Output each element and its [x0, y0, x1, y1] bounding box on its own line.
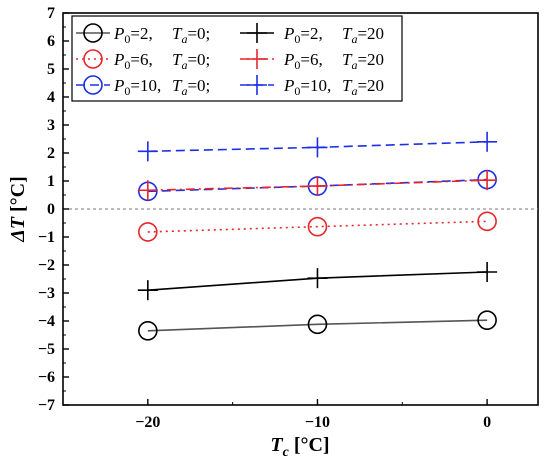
legend-p-sub: 0 [124, 84, 130, 98]
legend-entry: P0=10, Ta=20 [240, 75, 384, 98]
legend-p-value: =10, [130, 76, 161, 95]
legend-t: T [342, 50, 353, 69]
legend-marker [247, 23, 267, 43]
legend-p: P [283, 76, 294, 95]
y-tick-label: 0 [47, 201, 55, 218]
data-point [137, 141, 158, 162]
x-axis-label: Tc [°C] [270, 434, 329, 460]
legend-p-value: =2, [130, 24, 152, 43]
y-tick-label: −3 [38, 285, 55, 302]
legend: P0=2, Ta=0;P0=6, Ta=0;P0=10, Ta=0;P0=2, Ta=2… [71, 15, 403, 102]
data-point [138, 320, 158, 341]
legend-entry: P0=2, Ta=20 [240, 23, 384, 46]
legend-box [71, 15, 403, 102]
series-layer [137, 131, 498, 341]
data-point [477, 131, 498, 152]
legend-entry: P0=2, Ta=0; [76, 23, 210, 46]
legend-label: P0=10, Ta=20 [283, 76, 384, 98]
legend-t-value: =0; [187, 76, 210, 95]
legend-t-sub: a [181, 32, 187, 46]
legend-label: P0=6, Ta=0; [113, 50, 210, 72]
x-tick-label: −10 [305, 414, 330, 431]
legend-marker [83, 23, 103, 43]
data-point [307, 137, 328, 158]
legend-t-value: =0; [187, 24, 210, 43]
legend-p-value: =6, [130, 50, 152, 69]
y-tick-label: −7 [38, 397, 55, 414]
legend-p-sub: 0 [294, 84, 300, 98]
legend-entry: P0=6, Ta=20 [240, 49, 384, 72]
y-tick-label: −4 [38, 313, 55, 330]
y-tick-label: −5 [38, 341, 55, 358]
y-axis-label: ΔT [°C] [7, 176, 29, 243]
legend-label: P0=2, Ta=0; [113, 24, 210, 46]
legend-p: P [113, 76, 124, 95]
data-point [477, 262, 498, 282]
legend-t-value: =0; [187, 50, 210, 69]
legend-p-sub: 0 [294, 58, 300, 72]
x-tick-label: −20 [135, 414, 160, 431]
y-tick-label: 2 [47, 145, 55, 162]
legend-p-sub: 0 [124, 58, 130, 72]
y-tick-label: 1 [47, 173, 55, 190]
legend-t: T [342, 76, 353, 95]
legend-p: P [283, 50, 294, 69]
legend-p-sub: 0 [294, 32, 300, 46]
data-point [307, 216, 328, 237]
x-tick-label: 0 [483, 414, 491, 431]
legend-label: P0=2, Ta=20 [283, 24, 384, 46]
data-point [477, 170, 498, 191]
data-point [137, 180, 158, 201]
y-tick-label: 6 [47, 33, 55, 50]
legend-t-sub: a [351, 84, 357, 98]
legend-marker [247, 75, 267, 95]
legend-p-sub: 0 [124, 32, 130, 46]
y-tick-label: 4 [47, 89, 55, 106]
legend-marker [247, 49, 267, 69]
legend-marker [83, 49, 103, 69]
legend-p-value: =6, [300, 50, 322, 69]
data-point [138, 222, 158, 242]
legend-label: P0=6, Ta=20 [283, 50, 384, 72]
legend-t: T [172, 50, 183, 69]
y-tick-label: 3 [47, 117, 55, 134]
legend-p: P [113, 24, 124, 43]
y-tick-label: −6 [38, 369, 55, 386]
legend-t-sub: a [351, 58, 357, 72]
data-point [477, 310, 497, 330]
legend-entry: P0=10, Ta=0; [76, 75, 210, 98]
legend-t-sub: a [181, 84, 187, 98]
legend-p: P [113, 50, 124, 69]
y-tick-label: −2 [38, 257, 55, 274]
data-point [307, 314, 328, 335]
series-line [147, 319, 488, 332]
legend-p-value: =10, [300, 76, 331, 95]
legend-label: P0=10, Ta=0; [113, 76, 210, 98]
y-tick-label: 5 [47, 61, 55, 78]
legend-t: T [172, 76, 183, 95]
legend-t-sub: a [351, 32, 357, 46]
legend-marker [83, 75, 103, 95]
data-point [477, 211, 497, 232]
legend-t-sub: a [181, 58, 187, 72]
legend-t-value: =20 [357, 50, 384, 69]
legend-entry: P0=6, Ta=0; [76, 49, 210, 72]
legend-t-value: =20 [357, 76, 384, 95]
legend-t-value: =20 [357, 24, 384, 43]
legend-p: P [283, 24, 294, 43]
legend-t: T [342, 24, 353, 43]
legend-t: T [172, 24, 183, 43]
y-tick-label: 7 [47, 5, 55, 22]
series-line [147, 220, 488, 233]
legend-p-value: =2, [300, 24, 322, 43]
data-point [307, 176, 328, 197]
y-tick-label: −1 [38, 229, 55, 246]
data-point [307, 268, 328, 289]
data-point [137, 280, 158, 301]
